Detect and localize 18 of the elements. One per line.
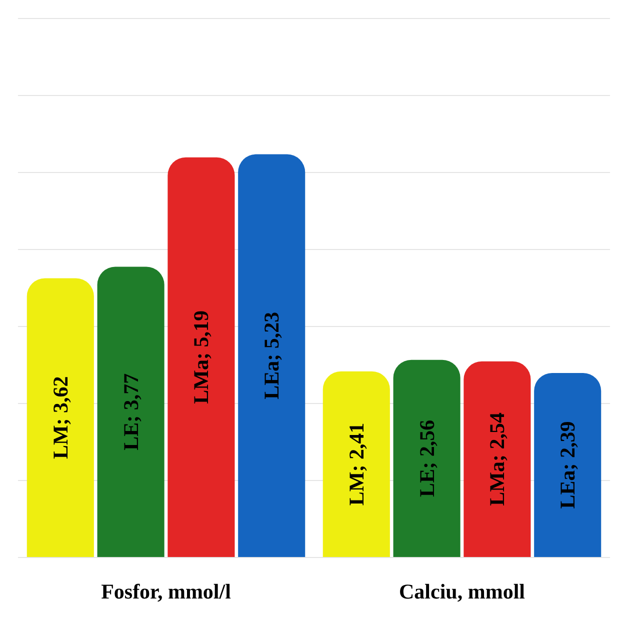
data-label: LMa; 5,19 xyxy=(189,310,214,404)
bar xyxy=(534,372,602,557)
bar xyxy=(238,154,306,557)
data-label: LE; 3,77 xyxy=(118,373,143,450)
bar xyxy=(322,371,390,557)
x-tick-label: Fosfor, mmol/l xyxy=(101,580,232,604)
bar xyxy=(97,266,164,557)
data-label: LM; 2,41 xyxy=(344,422,368,506)
data-label: LM; 3,62 xyxy=(48,376,72,460)
data-label: LMa; 2,54 xyxy=(485,412,510,506)
bar xyxy=(393,360,460,557)
bar xyxy=(168,157,235,557)
data-label: LEa; 5,23 xyxy=(260,312,284,400)
x-tick-label: Calciu, mmoll xyxy=(399,580,526,604)
data-label: LEa; 2,39 xyxy=(556,421,580,509)
bar xyxy=(26,278,94,557)
data-label: LE; 2,56 xyxy=(414,420,439,497)
bar xyxy=(464,361,531,557)
